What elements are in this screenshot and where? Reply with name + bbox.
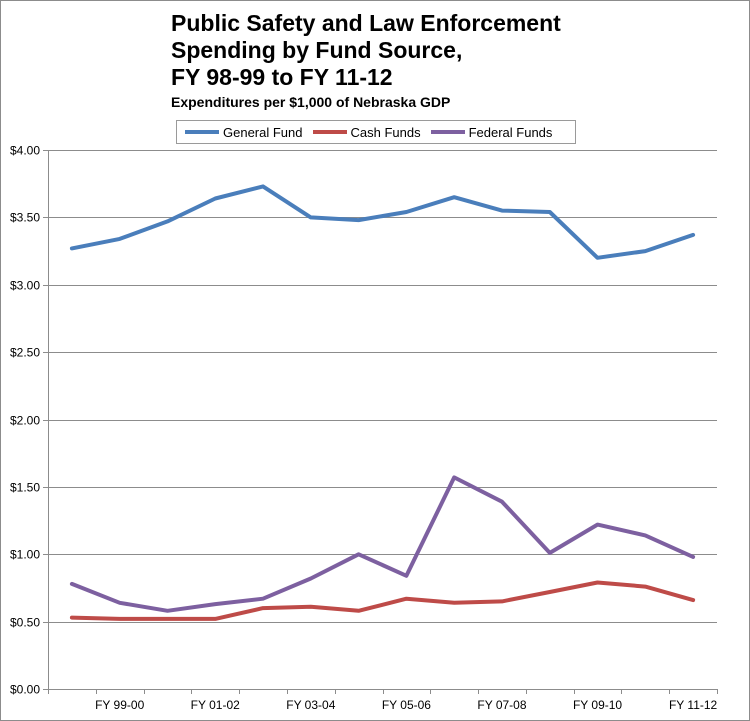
legend-label-general-fund: General Fund [223,124,303,140]
y-tick-label: $0.00 [10,683,40,697]
legend-label-cash-funds: Cash Funds [350,124,421,140]
axes [43,150,718,694]
y-tick-label: $2.00 [10,414,40,428]
y-tick-label: $3.50 [10,211,40,225]
y-tick-label: $4.00 [10,144,40,158]
x-tick-label: FY 01-02 [191,698,240,712]
legend-label-federal-funds: Federal Funds [468,124,553,140]
x-tick-label: FY 07-08 [477,698,526,712]
y-tick-label: $1.00 [10,548,40,562]
chart-title-line-1: Public Safety and Law Enforcement [171,10,561,36]
x-tick-label: FY 05-06 [382,698,431,712]
x-tick-label: FY 99-00 [95,698,144,712]
series-line-cash-funds [69,580,696,621]
y-tick-label: $1.50 [10,481,40,495]
series-lines [69,184,696,621]
series-line-general-fund [69,184,696,260]
x-tick-label: FY 11-12 [669,698,718,712]
tick-labels: $0.00 $0.50 $1.00 $1.50 $2.00 $2.50 $3.00 $3.50… [10,144,718,713]
series-line-federal-funds [69,475,696,613]
chart-subtitle: Expenditures per $1,000 of Nebraska GDP [171,94,451,110]
legend: General Fund Cash Funds Federal Funds [176,120,576,144]
chart-title: Public Safety and Law Enforcement Spendi… [171,10,561,91]
chart-title-line-3: FY 98-99 to FY 11-12 [171,64,393,90]
chart-title-line-2: Spending by Fund Source, [171,37,463,63]
x-tick-label: FY 03-04 [286,698,335,712]
y-tick-label: $0.50 [10,616,40,630]
legend-swatch-cash-funds [312,130,347,134]
y-tick-label: $2.50 [10,346,40,360]
legend-swatch-general-fund [185,130,219,134]
legend-item-federal-funds: Federal Funds [430,124,553,140]
gridlines [48,150,717,623]
legend-item-general-fund: General Fund [185,125,303,140]
legend-item-cash-funds: Cash Funds [312,124,421,140]
legend-swatch-federal-funds [430,130,465,134]
x-tick-label: FY 09-10 [573,698,622,712]
y-tick-label: $3.00 [10,279,40,293]
